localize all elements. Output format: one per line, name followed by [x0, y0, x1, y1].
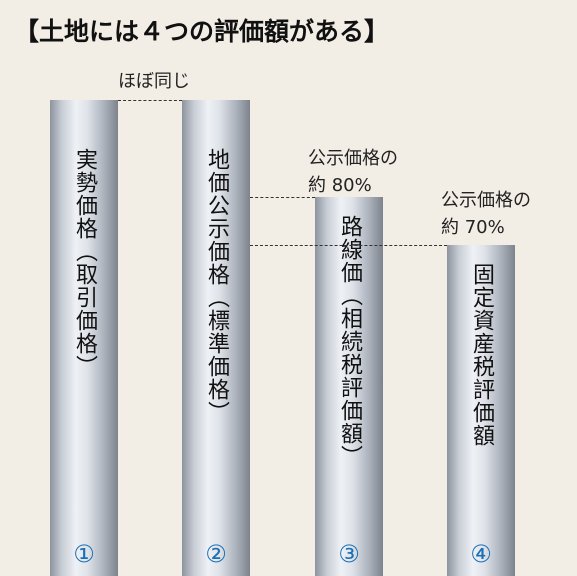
title: 【土地には４つの評価額がある】: [14, 17, 390, 46]
pillar: 路線価（相続税評価額） ③: [315, 197, 383, 576]
pillar-label-box: 固定資産税評価額: [447, 263, 515, 447]
pillar-label-box: 路線価（相続税評価額）: [315, 215, 383, 468]
connector: [118, 100, 182, 101]
connector: [250, 197, 315, 198]
pillar-label: 地価公示価格（標準価格）: [204, 148, 229, 424]
connector: [250, 245, 447, 246]
annotation-line: 公示価格の: [441, 190, 531, 211]
annotation-line: 公示価格の: [308, 148, 398, 169]
annotation-line: 約 80%: [308, 175, 372, 196]
pillar-label: 実勢価格（取引価格）: [72, 148, 97, 378]
annotation: ほぼ同じ: [118, 68, 190, 95]
annotation-line: 約 70%: [441, 217, 505, 238]
annotation: 公示価格の約 80%: [308, 145, 398, 199]
pillar-label-box: 実勢価格（取引価格）: [50, 148, 118, 378]
pillar: 固定資産税評価額 ④: [447, 245, 515, 576]
pillar-number: ②: [205, 540, 227, 568]
pillar-number: ③: [338, 540, 360, 568]
pillar-number: ④: [470, 540, 492, 568]
pillar-number: ①: [73, 540, 95, 568]
pillar-label: 固定資産税評価額: [469, 263, 494, 447]
annotation: 公示価格の約 70%: [441, 187, 531, 241]
pillar-label-box: 地価公示価格（標準価格）: [182, 148, 250, 424]
pillar-label: 路線価（相続税評価額）: [337, 215, 362, 468]
annotation-line: ほぼ同じ: [118, 71, 190, 92]
pillar: 実勢価格（取引価格） ①: [50, 100, 118, 576]
pillar: 地価公示価格（標準価格） ②: [182, 100, 250, 576]
